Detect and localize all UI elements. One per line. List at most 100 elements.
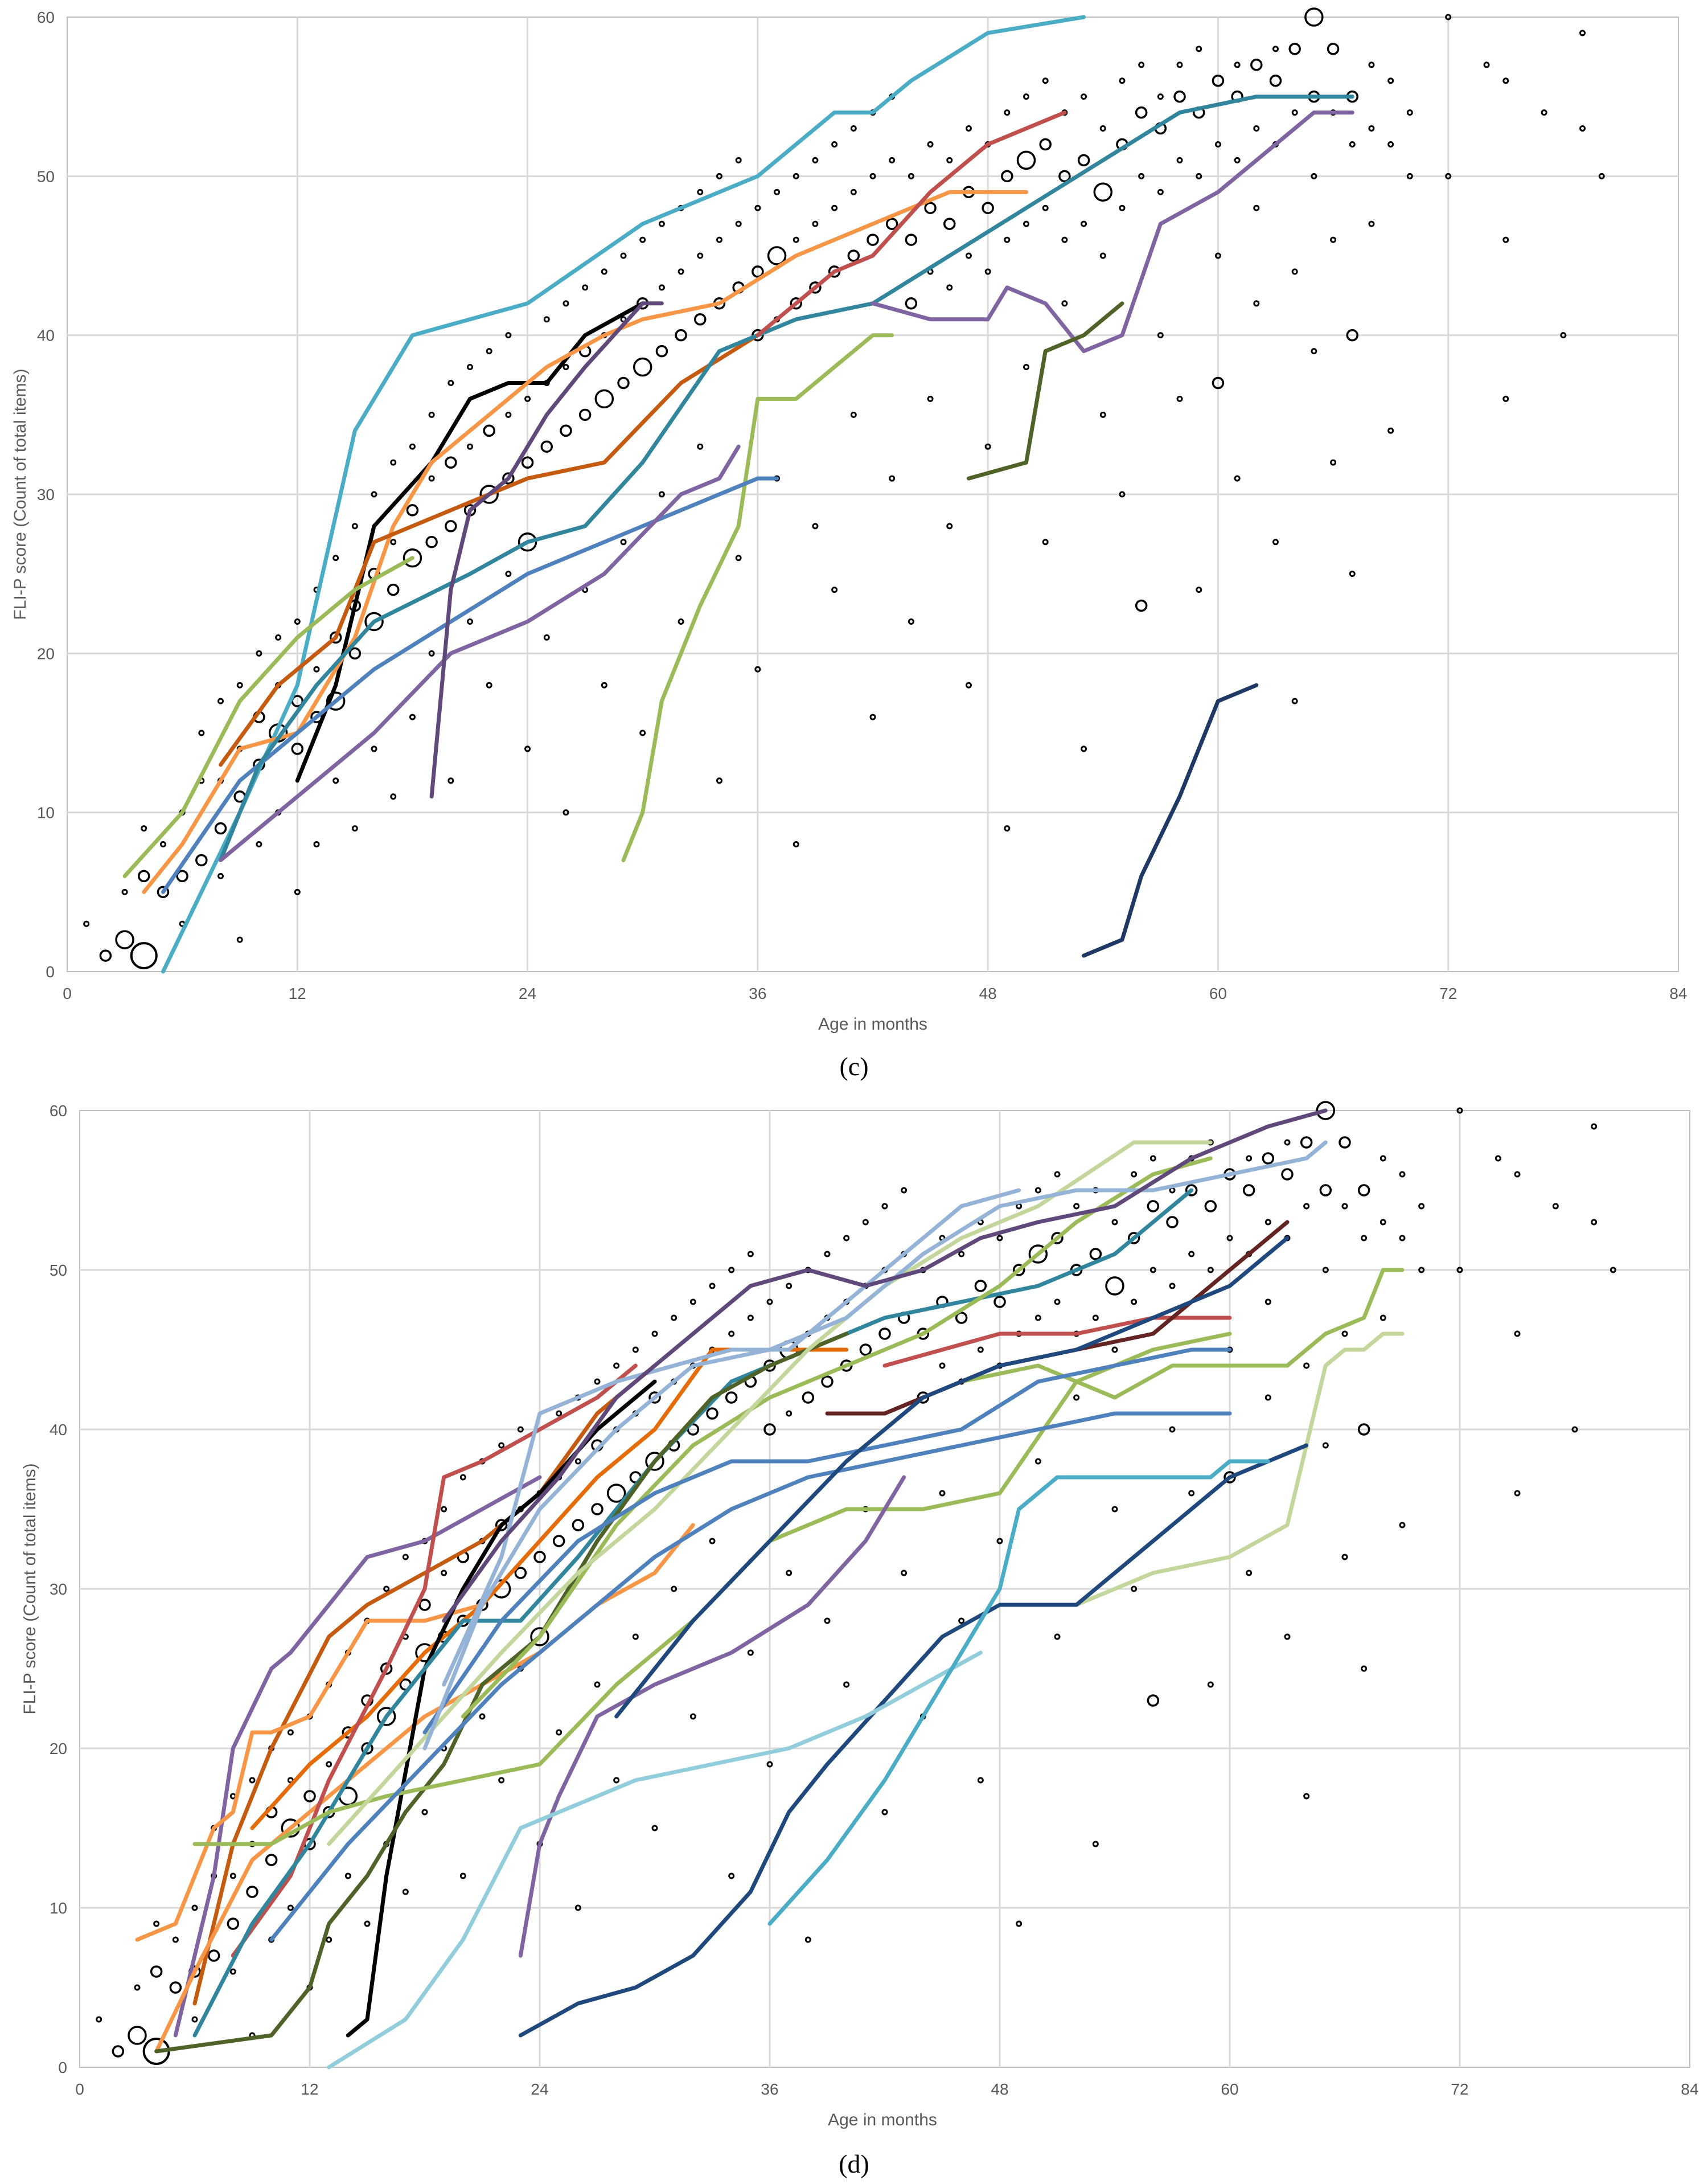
series-line-24: [614, 1236, 1290, 1719]
scatter-point: [1456, 1267, 1463, 1273]
scatter-point: [1339, 1136, 1351, 1149]
scatter-point: [1234, 157, 1241, 163]
scatter-point: [1368, 220, 1375, 227]
scatter-point: [1579, 125, 1586, 132]
scatter-point: [376, 1707, 396, 1726]
scatter-point: [574, 1458, 581, 1465]
scatter-point: [1204, 1200, 1217, 1212]
scatter-point: [115, 930, 134, 949]
scatter-point: [380, 1662, 393, 1675]
series-line-20: [442, 1108, 1328, 1623]
scatter-point: [521, 456, 534, 469]
scatter-point: [675, 329, 687, 342]
panel-label: (d): [839, 2149, 869, 2178]
scatter-point: [752, 265, 764, 278]
scatter-point: [850, 411, 857, 418]
scatter-point: [1456, 1107, 1463, 1114]
scatter-point: [728, 1872, 735, 1879]
scatter-point: [671, 1585, 678, 1592]
scatter-point: [121, 888, 128, 895]
series-line-9: [219, 444, 741, 862]
scatter-point: [728, 1330, 735, 1337]
scatter-point: [1591, 1123, 1598, 1130]
scatter-point: [1316, 1101, 1336, 1120]
scatter-point: [1406, 173, 1413, 179]
series-line-18: [422, 1140, 1328, 1751]
y-tick-label: 60: [37, 9, 55, 26]
scatter-point: [217, 872, 224, 879]
scatter-point: [275, 634, 282, 641]
scatter-point: [984, 443, 991, 450]
gridlines: [67, 17, 1678, 972]
scatter-point: [1012, 1264, 1025, 1276]
scatter-point: [1418, 1203, 1425, 1210]
scatter-point: [620, 539, 627, 546]
scatter-point: [256, 841, 262, 848]
scatter-point: [601, 268, 607, 275]
scatter-point: [606, 1484, 626, 1503]
scatter-point: [530, 1627, 549, 1646]
scatter-point: [689, 1713, 696, 1720]
scatter-point: [1361, 1665, 1368, 1672]
scatter-point: [96, 2016, 102, 2023]
scatter-point: [287, 1904, 294, 1911]
scatter-point: [1598, 173, 1605, 179]
scatter-point: [1319, 1184, 1332, 1197]
scatter-point: [533, 1551, 546, 1563]
scatter-point: [198, 730, 205, 736]
trajectory-lines: [122, 15, 1354, 974]
scatter-point: [1119, 491, 1126, 498]
series-line-8: [219, 95, 1354, 862]
scatter-point: [574, 1904, 581, 1911]
scatter-point: [763, 1423, 776, 1436]
scatter-point: [1054, 1633, 1061, 1640]
scatter-point: [1054, 1298, 1061, 1305]
scatter-point: [632, 1346, 639, 1353]
scatter-point: [1188, 1490, 1195, 1497]
scatter-point: [1138, 62, 1145, 68]
scatter-point: [889, 475, 896, 482]
scatter-point: [195, 854, 208, 867]
scatter-point: [613, 1362, 620, 1369]
scatter-point: [812, 523, 819, 530]
scatter-point: [620, 252, 627, 259]
scatter-point: [176, 870, 188, 883]
scatter-point: [1552, 1203, 1559, 1210]
scatter-point: [1483, 62, 1490, 68]
x-tick-label: 0: [75, 2080, 84, 2098]
scatter-point: [1081, 745, 1087, 752]
x-tick-label: 12: [301, 2080, 318, 2098]
series-line-4: [154, 1523, 695, 2054]
scatter-point: [1281, 1168, 1294, 1181]
scatter-point: [1042, 204, 1049, 211]
scatter-point: [1127, 1232, 1140, 1244]
chart-panel-d: 0 12 24 36 48 60 72 84 0 10 20 30 40 50 60 Age in mont…: [20, 1101, 1699, 2178]
scatter-point: [543, 634, 550, 641]
scatter-point: [1262, 1152, 1275, 1165]
scatter-point: [1169, 1282, 1176, 1289]
scatter-point: [939, 1490, 946, 1497]
scatter-point: [1147, 1200, 1160, 1212]
scatter-point: [831, 204, 838, 211]
scatter-point: [824, 1251, 831, 1257]
scatter-point: [878, 1327, 891, 1340]
series-line-17: [422, 1347, 1232, 1735]
scatter-point: [1303, 1203, 1310, 1210]
scatter-point: [517, 1426, 524, 1433]
scatter-point: [447, 777, 454, 784]
scatter-point: [678, 268, 684, 275]
scatter-point: [409, 443, 416, 450]
series-line-19: [442, 1188, 1021, 1687]
x-tick-label: 72: [1451, 2080, 1468, 2098]
scatter-point: [390, 539, 397, 546]
x-tick-label: 12: [289, 985, 306, 1002]
scatter-point: [1099, 252, 1106, 259]
scatter-point: [984, 268, 991, 275]
scatter-point: [390, 793, 397, 800]
scatter-point: [505, 332, 512, 339]
scatter-point: [1051, 1232, 1064, 1244]
scatter-point: [802, 1391, 815, 1404]
scatter-point: [1023, 93, 1030, 100]
scatter-point: [939, 1362, 946, 1369]
y-tick-label: 0: [58, 2059, 67, 2076]
